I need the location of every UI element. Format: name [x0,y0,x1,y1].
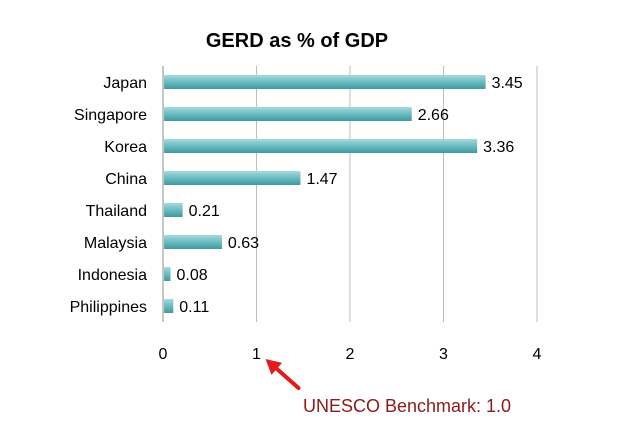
value-label: 1.47 [306,171,337,188]
x-tick-label: 2 [346,346,355,363]
category-label: Thailand [86,203,147,220]
grid-lines [256,66,538,322]
bar-thailand [164,203,183,217]
benchmark-arrow [265,359,301,390]
bars [164,75,486,313]
category-label: Indonesia [78,267,147,284]
bar-indonesia [164,267,171,281]
x-axis-ticks: 0 1 2 3 4 [159,346,542,363]
value-label: 0.21 [189,203,220,220]
category-label: Japan [103,75,147,92]
category-label: Singapore [74,107,147,124]
bar-malaysia [164,235,222,249]
x-tick-label: 0 [159,346,168,363]
value-label: 0.08 [176,267,207,284]
value-label: 2.66 [418,107,449,124]
bar-japan [164,75,486,89]
bar-korea [164,139,478,153]
category-label: Philippines [70,299,147,316]
value-label: 0.11 [179,299,209,316]
bar-philippines [164,299,174,313]
value-labels: 3.45 2.66 3.36 1.47 0.21 0.63 0.08 0.11 [176,75,522,316]
category-label: Malaysia [84,235,147,252]
category-labels: Japan Singapore Korea China Thailand Malaysia… [70,75,147,316]
x-tick-label: 4 [533,346,542,363]
value-label: 3.36 [483,139,514,156]
benchmark-annotation: UNESCO Benchmark: 1.0 [303,396,511,416]
x-tick-label: 1 [252,346,261,363]
category-label: Korea [104,139,147,156]
bar-singapore [164,107,412,121]
bar-china [164,171,301,185]
value-label: 0.63 [228,235,259,252]
chart-title: GERD as % of GDP [206,30,388,52]
x-tick-label: 3 [439,346,448,363]
category-label: China [105,171,147,188]
value-label: 3.45 [492,75,523,92]
